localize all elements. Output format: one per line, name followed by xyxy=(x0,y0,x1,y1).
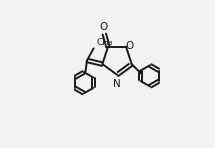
Text: O: O xyxy=(99,22,107,32)
Text: N: N xyxy=(113,79,121,89)
Text: CH₃: CH₃ xyxy=(96,38,113,47)
Text: O: O xyxy=(126,41,134,51)
